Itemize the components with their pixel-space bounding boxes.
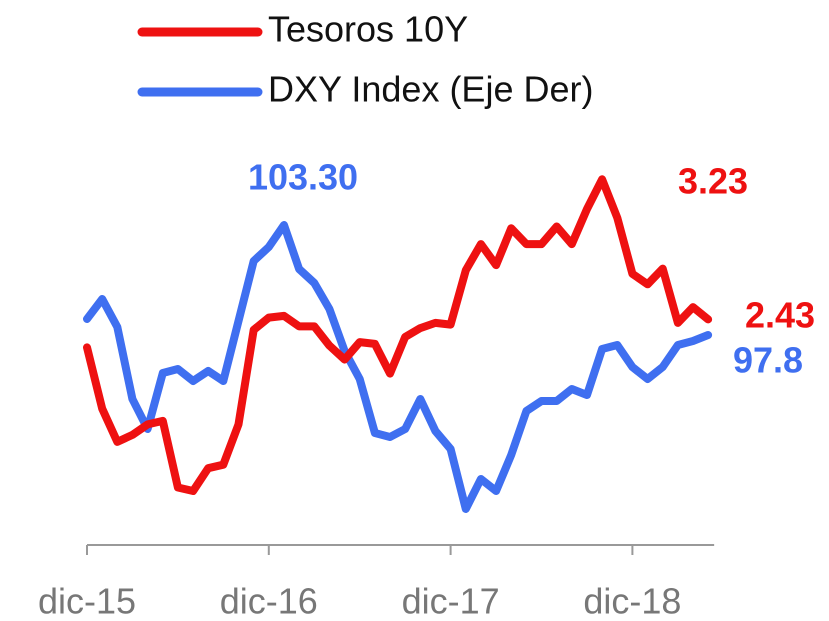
legend-label: Tesoros 10Y (268, 9, 468, 50)
legend-label: DXY Index (Eje Der) (268, 69, 593, 110)
annotation: 97.8 (733, 340, 803, 381)
x-tick-label: dic-18 (583, 581, 681, 621)
x-tick-label: dic-16 (220, 581, 318, 621)
x-tick-label: dic-17 (402, 581, 500, 621)
annotation: 3.23 (678, 161, 748, 202)
x-tick-label: dic-15 (38, 581, 136, 621)
series-line (83, 221, 713, 513)
annotation: 2.43 (745, 295, 815, 336)
annotation: 103.30 (248, 157, 358, 198)
series-line (83, 175, 713, 495)
